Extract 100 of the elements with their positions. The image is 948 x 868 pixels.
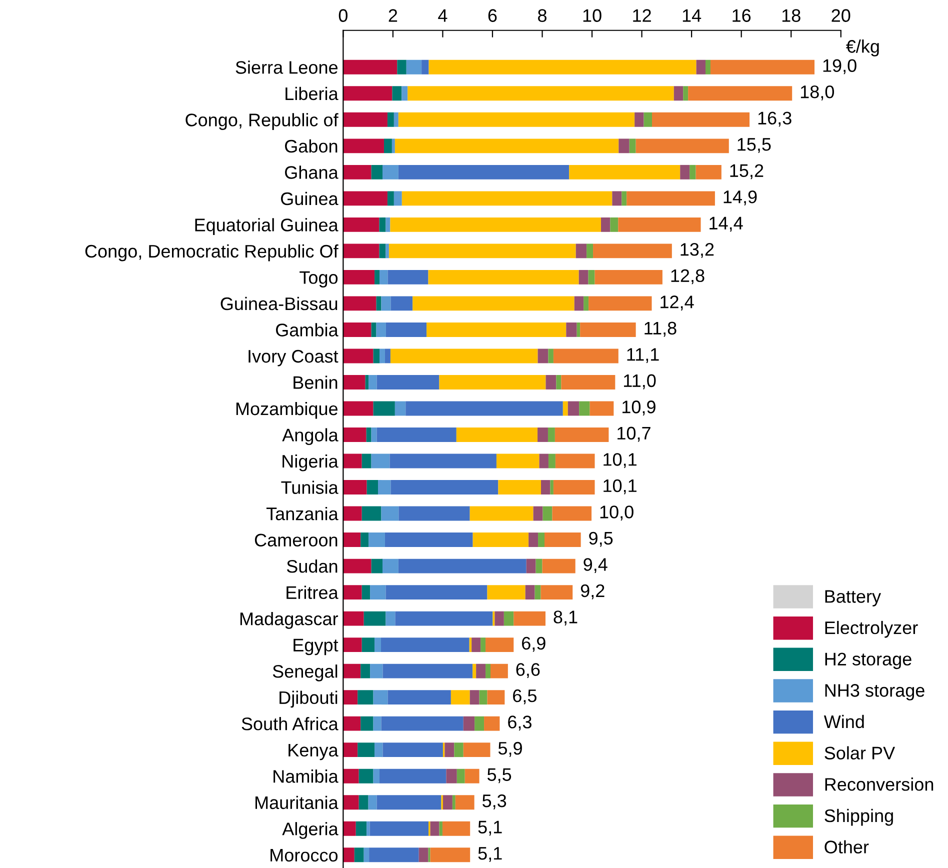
bar xyxy=(366,480,378,494)
legend-label: Wind xyxy=(824,714,864,728)
bar xyxy=(343,164,372,180)
total-label: 11,1 xyxy=(627,348,659,363)
total-label: 6,9 xyxy=(522,636,546,652)
bar xyxy=(430,821,440,836)
bar xyxy=(636,138,729,154)
y-tick-label: Egypt xyxy=(294,638,338,656)
y-tick-label: Kenya xyxy=(288,744,338,760)
total-label: 6,5 xyxy=(513,689,536,704)
legend-label: Solar PV xyxy=(824,746,896,760)
x-tick-label: 12 xyxy=(633,9,651,22)
bar xyxy=(590,401,614,416)
bar xyxy=(487,585,526,600)
bar xyxy=(343,638,362,652)
y-tick-label: Gabon xyxy=(285,139,338,153)
bar xyxy=(360,664,370,678)
y-tick-label: Congo, Democratic Republic Of xyxy=(85,244,338,262)
y-tick-label: Ivory Coast xyxy=(248,350,338,366)
bar xyxy=(390,480,498,494)
bar xyxy=(343,191,388,206)
bar xyxy=(610,217,618,232)
bar xyxy=(390,348,538,364)
bar xyxy=(580,322,636,337)
bar xyxy=(498,480,542,494)
bar xyxy=(382,664,473,678)
bar xyxy=(373,401,395,416)
bar xyxy=(386,244,389,258)
y-tick-label: Sierra Leone xyxy=(236,60,338,74)
bar xyxy=(374,270,380,284)
bar xyxy=(470,506,534,521)
x-tick-label: 2 xyxy=(388,9,398,22)
total-label: 5,9 xyxy=(498,742,522,757)
bar xyxy=(343,86,392,101)
total-label: 9,5 xyxy=(589,532,613,547)
bar xyxy=(412,296,574,311)
bar xyxy=(456,428,538,442)
bar xyxy=(371,164,382,180)
bar xyxy=(386,611,396,626)
bar xyxy=(343,611,364,626)
bar xyxy=(556,375,562,390)
bar xyxy=(362,506,382,521)
bar xyxy=(496,454,540,468)
bar xyxy=(381,716,464,731)
bar xyxy=(538,428,548,442)
bar xyxy=(546,375,556,390)
total-label: 15,2 xyxy=(730,164,764,180)
x-axis-title: €/kg xyxy=(846,40,879,56)
bar xyxy=(548,454,556,468)
total-label: 11,8 xyxy=(644,322,676,337)
bar xyxy=(476,664,486,678)
bar xyxy=(376,375,440,390)
bar xyxy=(555,454,595,468)
total-label: 12,4 xyxy=(660,296,694,310)
bar xyxy=(600,217,610,232)
total-label: 10,0 xyxy=(600,506,634,520)
total-label: 10,1 xyxy=(604,479,636,494)
bar xyxy=(576,322,580,337)
bar xyxy=(381,506,399,521)
bar xyxy=(553,480,595,494)
bar xyxy=(463,716,475,731)
y-tick-label: Sudan xyxy=(286,559,338,573)
bar xyxy=(566,322,577,337)
bar xyxy=(392,138,395,154)
bar xyxy=(408,86,674,101)
y-tick-label: Ghana xyxy=(285,166,338,179)
bar xyxy=(343,270,375,284)
bar xyxy=(371,428,377,442)
bar xyxy=(418,848,428,862)
bar xyxy=(402,86,408,101)
bar xyxy=(370,821,429,836)
bar xyxy=(469,638,472,652)
bar xyxy=(382,742,443,758)
x-tick-label: 18 xyxy=(782,9,800,22)
y-tick-label: Benin xyxy=(294,376,338,389)
bar xyxy=(538,532,544,547)
bar xyxy=(472,664,476,678)
y-tick-label: Equatorial Guinea xyxy=(195,218,338,235)
y-tick-label: Gambia xyxy=(276,323,338,336)
total-label: 10,1 xyxy=(604,453,636,468)
bar xyxy=(612,191,622,206)
bar xyxy=(358,690,374,705)
bar xyxy=(548,428,555,442)
bar xyxy=(398,164,570,180)
bar xyxy=(680,164,690,180)
bar xyxy=(364,848,370,862)
legend-label: Other xyxy=(824,840,869,854)
bar xyxy=(526,558,536,574)
x-tick-label: 0 xyxy=(338,9,348,22)
total-label: 5,3 xyxy=(482,794,506,810)
bar xyxy=(525,585,535,600)
bar xyxy=(384,138,392,154)
bar xyxy=(394,401,406,416)
bar xyxy=(380,270,388,284)
bar xyxy=(652,112,750,127)
bar xyxy=(533,506,543,521)
bar xyxy=(455,795,474,810)
bar xyxy=(379,244,386,258)
bar xyxy=(387,112,394,127)
bar xyxy=(464,768,480,784)
